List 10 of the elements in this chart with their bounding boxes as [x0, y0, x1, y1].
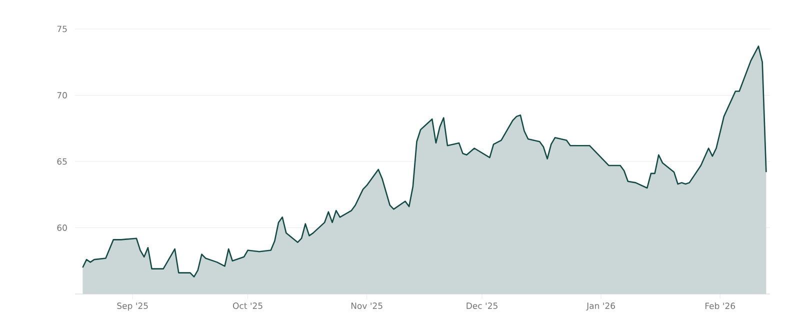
y-tick-label: 60 — [57, 224, 67, 231]
x-tick-label: Sep '25 — [117, 302, 148, 311]
y-tick-label: 70 — [57, 92, 67, 98]
x-tick-label: Feb '26 — [705, 302, 736, 310]
x-tick-label: Dec '25 — [466, 302, 498, 309]
x-tick-label: Nov '25 — [351, 302, 382, 309]
y-tick-label: 65 — [57, 158, 67, 165]
y-tick-label: 75 — [57, 26, 67, 32]
x-tick-label: Jan '26 — [586, 302, 615, 311]
x-tick-label: Oct '25 — [232, 302, 262, 309]
